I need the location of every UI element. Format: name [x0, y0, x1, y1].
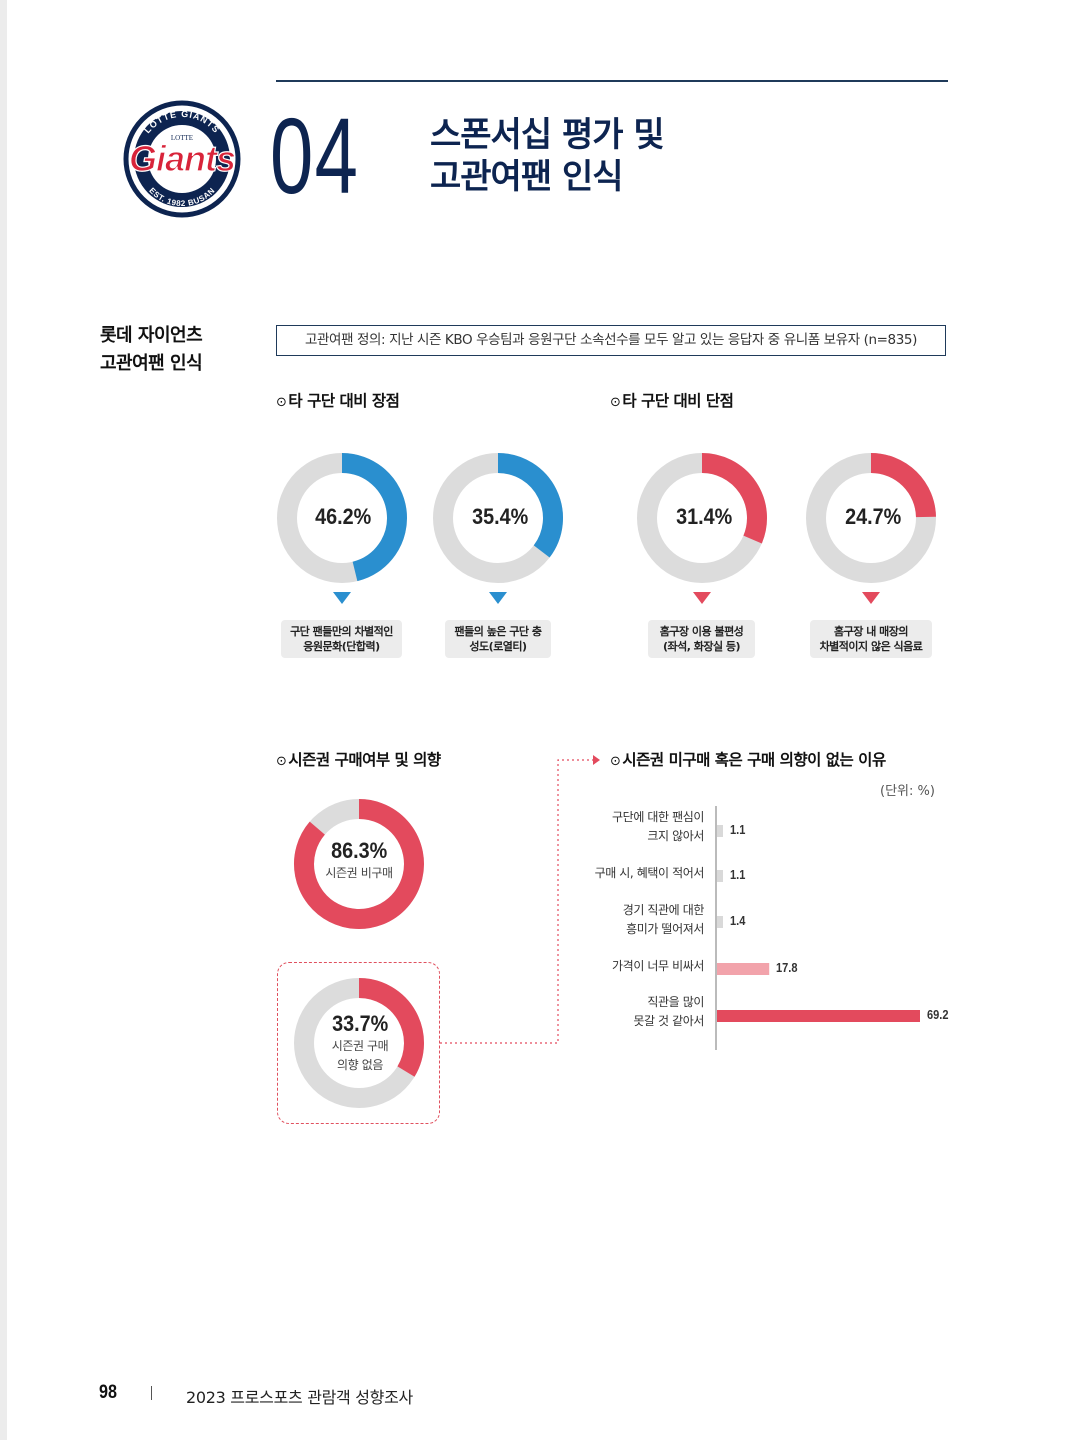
donut-value-adv1: 46.2% [314, 504, 372, 529]
subhead-reasons: ⊙ 시즌권 미구매 혹은 구매 의향이 없는 이유 [610, 750, 886, 772]
donut-center-adv1: 46.2% [278, 504, 408, 530]
section-title-line1: 스폰서십 평가 및 [430, 115, 665, 155]
caption-dis2-line1: 홈구장 내 매장의 [834, 625, 909, 638]
bar-value-1: 1.1 [730, 822, 746, 837]
donut-center-ticket2: 33.7% 시즌권 구매 의향 없음 [295, 1011, 425, 1075]
donut-adv2-arc [497, 453, 563, 558]
caption-dis1-line1: 홈구장 이용 불편성 [659, 625, 744, 638]
page-number: 98 [99, 1382, 117, 1403]
donut-center-ticket1: 86.3% 시즌권 비구매 [294, 838, 424, 883]
circle-bullet-icon: ⊙ [276, 754, 287, 769]
subhead-advantages-text: 타 구단 대비 장점 [288, 392, 400, 410]
subhead-season-ticket: ⊙ 시즌권 구매여부 및 의향 [276, 750, 441, 772]
donut-center-dis1: 31.4% [639, 504, 769, 530]
donut-center-dis2: 24.7% [808, 504, 938, 530]
donut-adv1-pointer [333, 592, 351, 604]
circle-bullet-icon: ⊙ [276, 395, 287, 410]
bar-label-3-line2: 흥미가 떨어져서 [626, 922, 704, 936]
donut-adv1-arc [341, 453, 407, 582]
circle-bullet-icon: ⊙ [610, 395, 621, 410]
bar-label-5-line1: 직관을 많이 [647, 995, 704, 1009]
report-title: 2023 프로스포츠 관람객 성향조사 [186, 1388, 413, 1407]
side-title-line1: 롯데 자이언츠 [100, 325, 203, 346]
donut-center-adv2: 35.4% [435, 504, 565, 530]
donut-ticket2-arc [358, 978, 424, 1077]
bar-value-3: 1.4 [730, 913, 746, 928]
donut-dis2-pointer [862, 592, 880, 604]
bar-label-2: 구매 시, 혜택이 적어서 [504, 864, 705, 883]
caption-dis2: 홈구장 내 매장의 차별적이지 않은 식음료 [810, 620, 932, 658]
bar-label-4-line1: 가격이 너무 비싸서 [612, 959, 704, 973]
bar-4 [717, 963, 770, 975]
caption-dis1: 홈구장 이용 불편성 (좌석, 화장실 등) [648, 620, 755, 658]
section-number: 04 [270, 95, 360, 216]
donut-dis1-arc [701, 453, 767, 544]
unit-label: (단위: %) [880, 784, 935, 799]
caption-adv2-line1: 팬들의 높은 구단 충 [454, 625, 542, 638]
caption-dis2-line2: 차별적이지 않은 식음료 [819, 640, 923, 653]
circle-bullet-icon: ⊙ [610, 754, 621, 769]
definition-box: 고관여팬 정의: 지난 시즌 KBO 우승팀과 응원구단 소속선수를 모두 알고… [276, 325, 946, 356]
bar-label-3-line1: 경기 직관에 대한 [622, 903, 705, 917]
donut-dis1-pointer [693, 592, 711, 604]
donut-value-ticket2: 33.7% [331, 1011, 389, 1036]
donut-adv2-pointer [489, 592, 507, 604]
donut-value-adv2: 35.4% [471, 504, 529, 529]
bar-5 [717, 1010, 920, 1022]
bar-label-4: 가격이 너무 비싸서 [504, 957, 704, 976]
bar-3 [717, 916, 723, 928]
section-title: 스폰서십 평가 및 고관여팬 인식 [430, 114, 665, 198]
bar-value-5: 69.2 [927, 1007, 949, 1022]
subhead-season-ticket-text: 시즌권 구매여부 및 의향 [288, 751, 441, 769]
caption-adv1-line1: 구단 팬들만의 차별적인 [290, 625, 393, 638]
subhead-disadvantages: ⊙ 타 구단 대비 단점 [610, 391, 734, 413]
donut-ticket1-arc [294, 799, 424, 929]
donut-value-dis1: 31.4% [675, 504, 733, 529]
subhead-advantages: ⊙ 타 구단 대비 장점 [276, 391, 400, 413]
header-rule [276, 80, 948, 82]
donut-sub-ticket1: 시즌권 비구매 [325, 866, 393, 880]
donut-sub-ticket2-line2: 의향 없음 [337, 1058, 383, 1072]
bar-label-5: 직관을 많이 못갈 것 같아서 [504, 993, 704, 1031]
section-title-line2: 고관여팬 인식 [430, 157, 624, 197]
lotte-giants-logo: LOTTE GIANTS EST. 1982 BUSAN LOTTE Giant… [123, 100, 241, 218]
caption-dis1-line2: (좌석, 화장실 등) [662, 640, 741, 653]
side-title-line2: 고관여팬 인식 [100, 353, 203, 374]
donut-sub-ticket2-line1: 시즌권 구매 [331, 1039, 389, 1053]
bar-label-5-line2: 못갈 것 같아서 [633, 1014, 704, 1028]
caption-adv2-line2: 성도(로열티) [469, 640, 527, 653]
donut-dis2-arc [870, 453, 936, 518]
bar-label-2-line1: 구매 시, 혜택이 적어서 [594, 866, 705, 880]
bar-label-3: 경기 직관에 대한 흥미가 떨어져서 [504, 901, 705, 939]
connector-arrow-icon [593, 755, 600, 765]
bar-value-2: 1.1 [730, 867, 746, 882]
bar-1 [717, 825, 723, 837]
footer-separator [151, 1386, 152, 1400]
bar-2 [717, 870, 723, 882]
caption-adv2: 팬들의 높은 구단 충 성도(로열티) [445, 620, 551, 658]
page-edge [0, 0, 7, 1440]
bar-label-1-line2: 크지 않아서 [647, 829, 704, 843]
caption-adv1-line2: 응원문화(단합력) [303, 640, 380, 653]
side-title: 롯데 자이언츠 고관여팬 인식 [100, 322, 203, 378]
logo-wordmark: Giants [129, 138, 235, 179]
bar-label-1-line1: 구단에 대한 팬심이 [612, 810, 704, 824]
donut-value-dis2: 24.7% [844, 504, 902, 529]
logo-text-mid: LOTTE [171, 134, 193, 142]
highlight-box [277, 962, 440, 1124]
caption-adv1: 구단 팬들만의 차별적인 응원문화(단합력) [281, 620, 402, 658]
bar-label-1: 구단에 대한 팬심이 크지 않아서 [504, 808, 704, 846]
donut-value-ticket1: 86.3% [330, 838, 388, 863]
bar-value-4: 17.8 [776, 960, 798, 975]
subhead-reasons-text: 시즌권 미구매 혹은 구매 의향이 없는 이유 [622, 751, 886, 769]
subhead-disadvantages-text: 타 구단 대비 단점 [622, 392, 734, 410]
